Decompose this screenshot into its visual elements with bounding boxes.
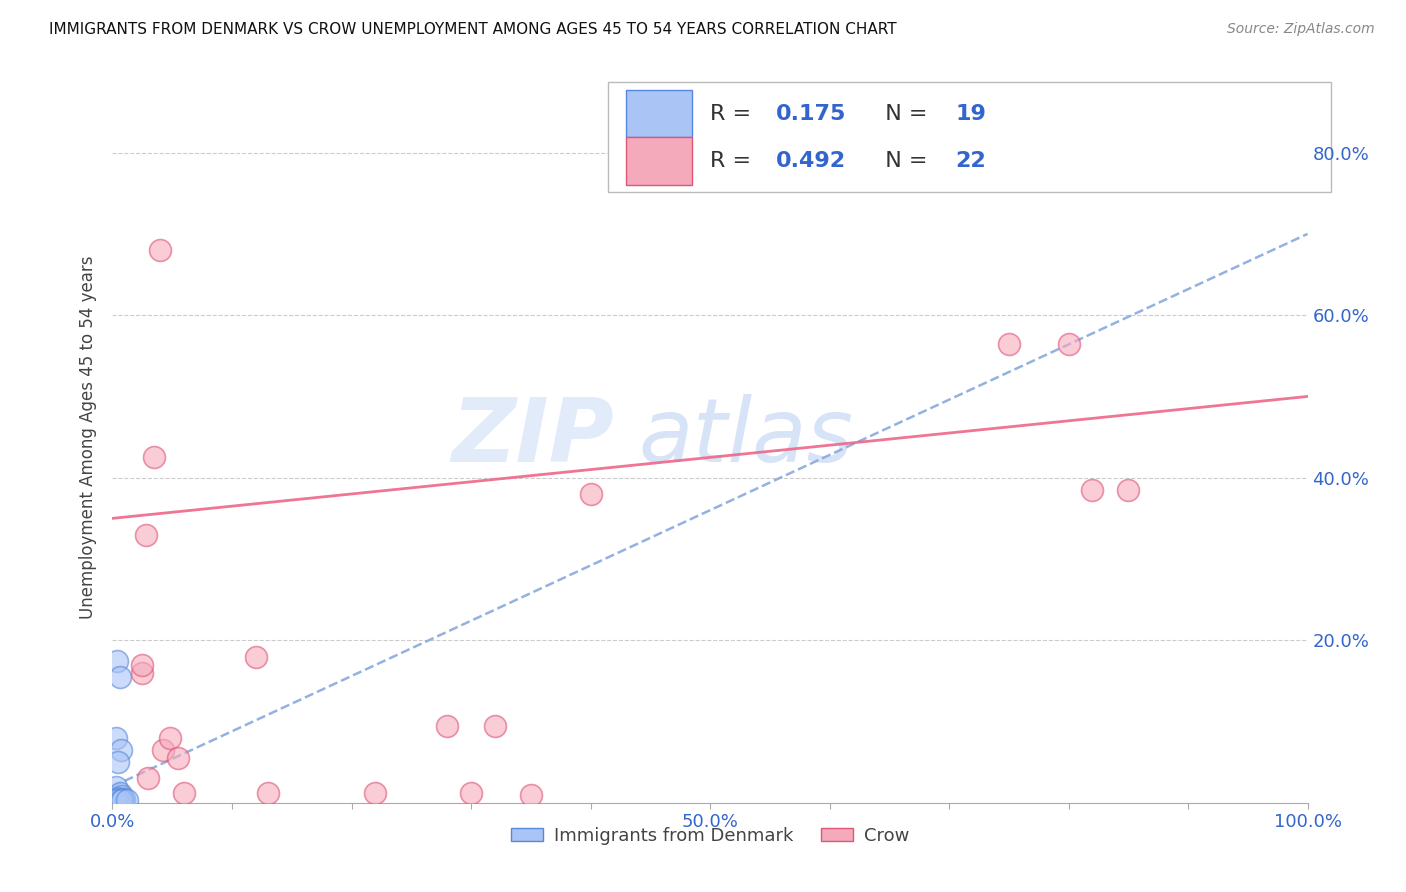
Text: 19: 19 <box>955 103 986 124</box>
Point <box>152 743 174 757</box>
Point <box>579 487 602 501</box>
Point <box>105 780 128 794</box>
Legend: Immigrants from Denmark, Crow: Immigrants from Denmark, Crow <box>503 820 917 852</box>
Point <box>364 786 387 800</box>
Point <box>107 793 129 807</box>
Point <box>105 793 128 807</box>
Y-axis label: Unemployment Among Ages 45 to 54 years: Unemployment Among Ages 45 to 54 years <box>79 255 97 619</box>
Point <box>105 791 128 805</box>
FancyBboxPatch shape <box>627 137 692 185</box>
Point <box>173 786 195 800</box>
Text: N =: N = <box>872 151 935 170</box>
Text: atlas: atlas <box>638 394 853 480</box>
Point <box>105 791 128 805</box>
Point <box>114 791 135 805</box>
Point <box>108 793 131 807</box>
Point <box>108 670 131 684</box>
Point <box>245 649 267 664</box>
Point <box>159 731 181 745</box>
Text: IMMIGRANTS FROM DENMARK VS CROW UNEMPLOYMENT AMONG AGES 45 TO 54 YEARS CORRELATI: IMMIGRANTS FROM DENMARK VS CROW UNEMPLOY… <box>49 22 897 37</box>
Point <box>257 786 280 800</box>
Point <box>115 793 138 807</box>
Text: ZIP: ZIP <box>451 393 614 481</box>
Point <box>110 743 132 757</box>
Point <box>131 657 153 672</box>
Point <box>436 718 458 732</box>
Point <box>1081 483 1104 497</box>
Text: 22: 22 <box>955 151 986 170</box>
Point <box>998 336 1021 351</box>
Text: R =: R = <box>710 103 758 124</box>
Point <box>112 791 135 805</box>
Text: 0.492: 0.492 <box>776 151 846 170</box>
Point <box>1118 483 1140 497</box>
Point <box>110 793 132 807</box>
FancyBboxPatch shape <box>609 82 1331 192</box>
Point <box>107 755 129 769</box>
Point <box>138 772 160 786</box>
Point <box>105 793 128 807</box>
Point <box>143 450 166 465</box>
Point <box>131 665 153 680</box>
Point <box>108 786 131 800</box>
Text: R =: R = <box>710 151 758 170</box>
Text: Source: ZipAtlas.com: Source: ZipAtlas.com <box>1227 22 1375 37</box>
Point <box>111 793 134 807</box>
Text: 0.175: 0.175 <box>776 103 846 124</box>
Point <box>105 654 128 668</box>
Text: N =: N = <box>872 103 935 124</box>
Point <box>135 527 157 541</box>
Point <box>167 751 190 765</box>
Point <box>1057 336 1080 351</box>
Point <box>520 788 543 802</box>
Point <box>105 731 128 745</box>
Point <box>460 786 482 800</box>
FancyBboxPatch shape <box>627 90 692 137</box>
Point <box>149 243 172 257</box>
Point <box>484 718 506 732</box>
Point <box>111 789 134 804</box>
